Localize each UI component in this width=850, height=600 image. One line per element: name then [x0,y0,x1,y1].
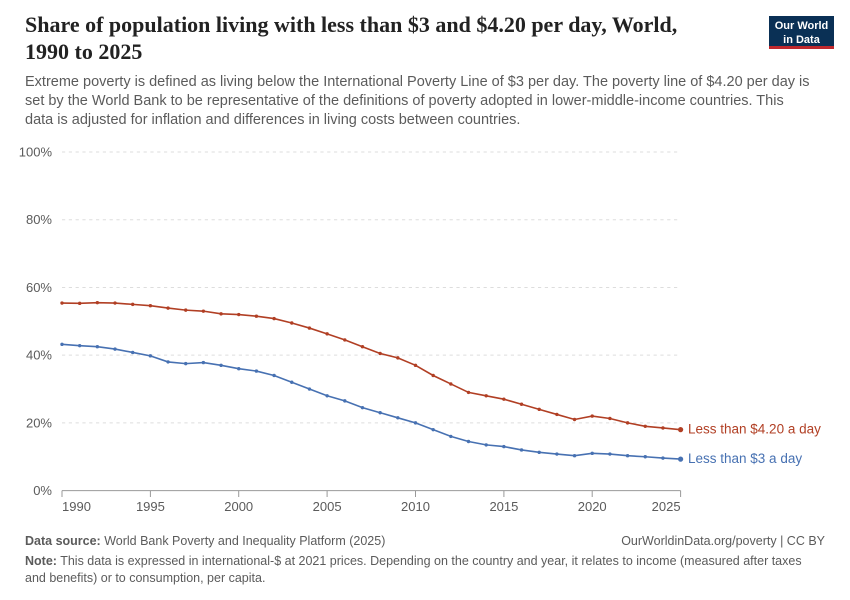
svg-text:40%: 40% [26,348,52,363]
svg-text:1990: 1990 [62,499,91,514]
svg-text:2025: 2025 [652,499,681,514]
svg-text:2020: 2020 [578,499,607,514]
svg-text:20%: 20% [26,415,52,430]
svg-text:60%: 60% [26,280,52,295]
svg-text:2000: 2000 [224,499,253,514]
svg-text:Less than $3 a day: Less than $3 a day [688,451,802,466]
svg-text:2010: 2010 [401,499,430,514]
svg-text:100%: 100% [19,145,53,160]
svg-text:2015: 2015 [489,499,518,514]
svg-text:Less than $4.20 a day: Less than $4.20 a day [688,422,821,437]
svg-text:2005: 2005 [313,499,342,514]
svg-text:80%: 80% [26,212,52,227]
svg-text:0%: 0% [33,483,52,498]
svg-text:1995: 1995 [136,499,165,514]
